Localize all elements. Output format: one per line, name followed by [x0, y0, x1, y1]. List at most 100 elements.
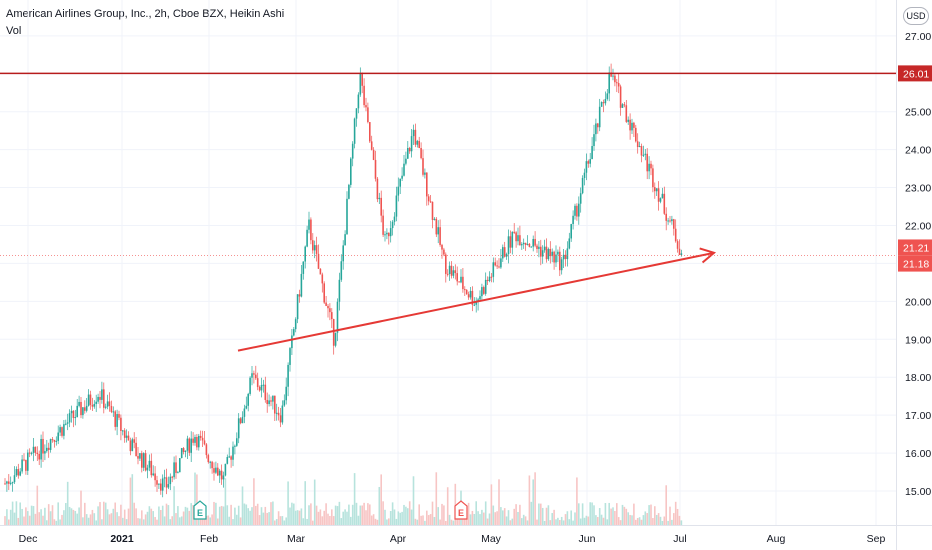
volume-bar [239, 517, 242, 525]
volume-label[interactable]: Vol [6, 25, 22, 37]
candle-body [36, 452, 39, 454]
volume-bar [173, 486, 175, 525]
candle-body [562, 254, 565, 260]
candle-body [59, 427, 61, 433]
candle-body [237, 418, 240, 439]
candle-body [359, 73, 362, 95]
volume-bar [357, 515, 360, 525]
volume-bar [564, 514, 567, 525]
volume-bar [80, 490, 82, 525]
volume-bar [76, 513, 78, 525]
candle-body [85, 405, 88, 411]
volume-bar [657, 513, 660, 525]
candle-body [65, 423, 67, 425]
candle-body [631, 122, 633, 131]
volume-bar [32, 506, 35, 525]
time-tick-label: May [481, 533, 502, 545]
candle-body [342, 245, 344, 262]
candle-body [370, 141, 373, 150]
candle-body [367, 107, 369, 123]
volume-bar [427, 515, 430, 525]
candle-body [431, 201, 434, 220]
volume-bar [483, 512, 485, 525]
time-tick-label: Aug [767, 533, 786, 545]
candle-body [72, 410, 75, 418]
volume-bar [568, 519, 571, 525]
candle-body [350, 158, 352, 185]
candle-body [426, 172, 428, 197]
candle-body [515, 232, 517, 242]
candle-body [492, 262, 495, 277]
volume-bar [283, 520, 286, 525]
volume-bar [104, 502, 107, 525]
candle-body [644, 153, 647, 155]
candle-body [486, 279, 489, 281]
candle-body [382, 215, 384, 235]
candle-body [203, 440, 206, 445]
volume-bar [454, 483, 457, 525]
candle-body [209, 461, 211, 463]
candle-body [171, 476, 173, 478]
price-tick-label: 20.00 [905, 296, 931, 308]
candle-body [315, 245, 318, 254]
candle-body [517, 235, 519, 242]
volume-bar [4, 516, 6, 525]
volume-bar [158, 506, 160, 525]
candle-body [184, 450, 187, 452]
volume-bar [578, 503, 580, 525]
candle-body [205, 444, 208, 456]
candle-body [272, 395, 274, 402]
volume-bar [112, 508, 115, 525]
candle-body [114, 411, 116, 427]
volume-bar [245, 504, 248, 525]
volume-bar [614, 510, 616, 525]
volume-bar [44, 507, 46, 525]
volume-bar [655, 514, 658, 525]
candle-body [606, 93, 609, 99]
volume-bar [351, 504, 354, 525]
candle-body [471, 290, 474, 305]
candle-body [676, 241, 679, 249]
volume-bar [570, 510, 572, 525]
candle-body [27, 452, 29, 471]
volume-bar [63, 510, 65, 525]
candle-body [177, 472, 179, 474]
candle-body [329, 308, 331, 313]
volume-bar [515, 504, 517, 525]
candle-body [503, 247, 506, 257]
volume-bar [323, 510, 325, 525]
candle-body [34, 446, 37, 453]
candle-body [144, 453, 147, 471]
candle-body [304, 246, 306, 262]
candle-body [372, 149, 375, 160]
candle-body [448, 265, 451, 275]
candle-body [291, 335, 293, 349]
candle-body [483, 287, 485, 294]
symbol-title[interactable]: American Airlines Group, Inc., 2h, Cboe … [6, 8, 285, 20]
trend-arrow-head [699, 247, 717, 264]
currency-badge[interactable]: USD [903, 7, 929, 25]
volume-bar [179, 517, 181, 525]
candle-body [627, 119, 629, 122]
volume-bar [433, 516, 436, 525]
price-tick-label: 24.00 [905, 145, 931, 157]
candle-body [551, 251, 553, 257]
candle-body [505, 254, 508, 257]
volume-bar [268, 512, 270, 525]
chart-annotations [0, 72, 896, 352]
candle-body [122, 430, 124, 432]
candle-body [148, 460, 151, 468]
volume-bar [627, 512, 629, 525]
volume-bar [414, 518, 417, 525]
volume-bar [604, 503, 607, 525]
volume-bar [234, 507, 236, 525]
volume-bar [435, 472, 438, 525]
candle-body [201, 437, 204, 441]
volume-bar [494, 512, 496, 525]
candle-body [673, 219, 675, 229]
candle-body [296, 294, 299, 320]
candle-body [445, 254, 447, 274]
candle-body [190, 438, 192, 453]
volume-bar [395, 518, 398, 525]
